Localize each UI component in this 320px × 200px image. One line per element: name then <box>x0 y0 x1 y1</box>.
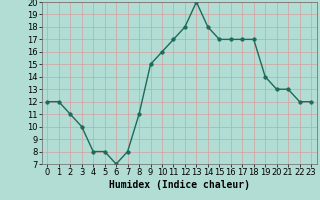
X-axis label: Humidex (Indice chaleur): Humidex (Indice chaleur) <box>109 180 250 190</box>
